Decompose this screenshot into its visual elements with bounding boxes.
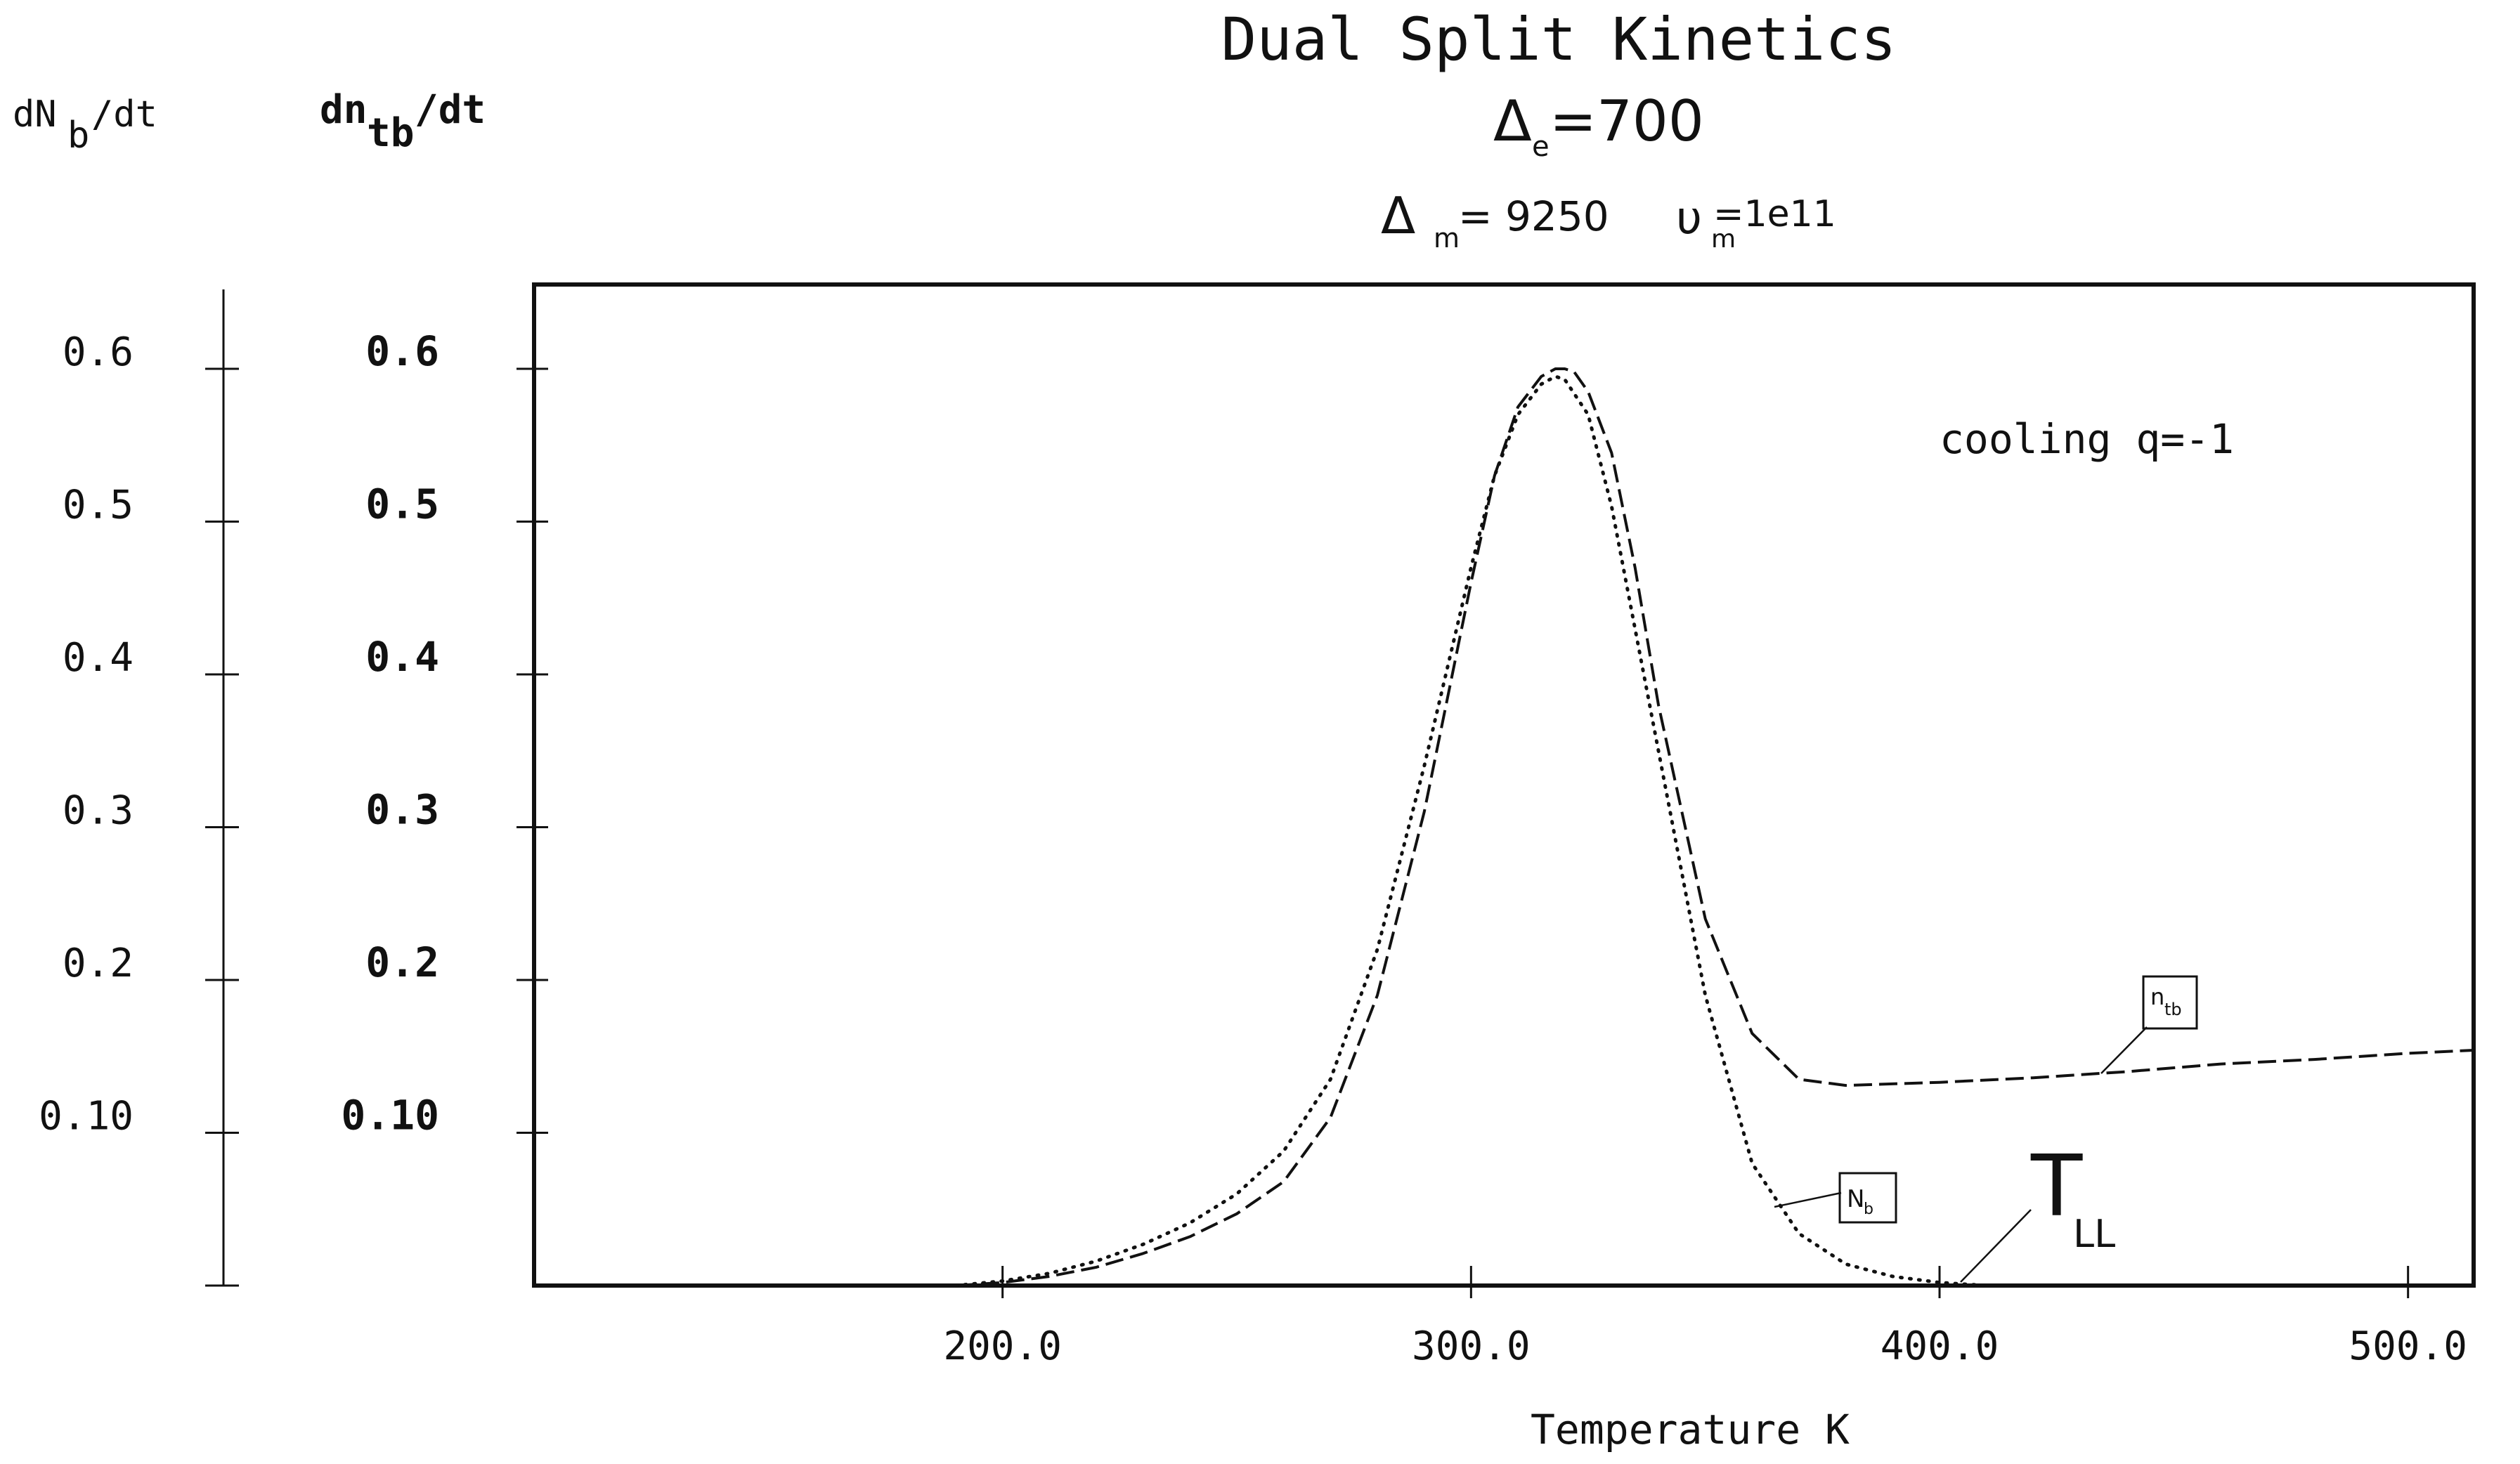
x-tick-label: 500.0 — [2349, 1324, 2467, 1369]
y-axis-2-label-main: dn — [320, 87, 367, 133]
plot-frame — [532, 282, 2476, 1288]
y-axis-2-tick-label: 0.4 — [365, 633, 439, 681]
series-line-nb — [954, 374, 1989, 1288]
tll-sub: LL — [2073, 1212, 2115, 1256]
series-layer — [954, 367, 2474, 1288]
series-label-ntb: n tb — [2100, 975, 2198, 1074]
series-label-nb-main: N — [1847, 1185, 1864, 1213]
x-axis-label: Temperature K — [1531, 1406, 1850, 1453]
series-line-ntb — [955, 367, 2474, 1287]
series-label-ntb-sub: tb — [2164, 1000, 2182, 1019]
series-label-nb: N b — [1774, 1172, 1897, 1224]
y-axis-1-tick-label: 0.4 — [63, 635, 134, 681]
nu-m-subscript: m — [1711, 225, 1736, 254]
y-axis-1-tick-label: 0.3 — [63, 788, 134, 834]
delta-m-value: = 9250 — [1458, 192, 1609, 240]
subtitle-delta-m: Δ m = 9250 — [1381, 186, 1609, 254]
nu-m-value: =1e11 — [1713, 193, 1836, 235]
x-tick-label: 200.0 — [943, 1324, 1062, 1369]
series-label-ntb-main: n — [2150, 983, 2164, 1010]
y-axis-1-tick-label: 0.10 — [39, 1094, 134, 1139]
y-axis-1-tick-label: 0.6 — [63, 329, 134, 375]
y-axis-2-tick-label: 0.10 — [341, 1092, 439, 1139]
y-axis-1-label-main: dN — [13, 93, 57, 136]
y-axis-2-label-tail: /dt — [415, 87, 486, 133]
series-label-nb-box — [1838, 1172, 1897, 1224]
y-axis-1-tick-label: 0.5 — [63, 483, 134, 528]
y-axis-1-tick-label: 0.2 — [63, 941, 134, 986]
y-axis-2-tick-label: 0.5 — [365, 481, 439, 528]
nu-m-symbol: υ — [1676, 192, 1702, 244]
tll-main: T — [2030, 1138, 2083, 1236]
delta-e-symbol: Δ — [1493, 89, 1532, 154]
delta-m-subscript: m — [1434, 223, 1460, 254]
series-label-ntb-leader — [2100, 1026, 2148, 1074]
subtitle-nu-m: υ m =1e11 — [1676, 192, 1836, 254]
series-label-ntb-box — [2142, 975, 2198, 1030]
delta-e-value: =700 — [1550, 89, 1704, 154]
series-label-nb-sub: b — [1864, 1201, 1873, 1218]
y-axis-1-label-sub: b — [67, 115, 89, 157]
y-axis-2-label-sub: tb — [367, 110, 414, 156]
delta-e-subscript: e — [1532, 131, 1550, 163]
delta-m-symbol: Δ — [1381, 186, 1415, 245]
tll-marker: T LL — [1960, 1138, 2115, 1283]
y-axis-1-label: dN b /dt — [13, 93, 157, 157]
cooling-annotation: cooling q=-1 — [1940, 415, 2234, 463]
x-ticks: 200.0 300.0 400.0 500.0 — [943, 1266, 2467, 1369]
y-axis-1-label-tail: /dt — [91, 93, 157, 136]
tll-leader — [1960, 1209, 2032, 1283]
subtitle-delta-e: Δ e =700 — [1493, 89, 1704, 163]
y-ticks: 0.6 0.6 0.5 0.5 0.4 0.4 0.3 0.3 0.2 0.2 0.10 0.10 — [39, 327, 548, 1287]
x-tick-label: 400.0 — [1881, 1324, 1999, 1369]
series-label-nb-leader — [1774, 1191, 1842, 1208]
chart-title: Dual Split Kinetics — [1221, 5, 1897, 74]
y-axis-2-tick-label: 0.2 — [365, 939, 439, 986]
y-axis-2-tick-label: 0.6 — [365, 327, 439, 375]
y-axis-2-tick-label: 0.3 — [365, 786, 439, 834]
x-tick-label: 300.0 — [1412, 1324, 1531, 1369]
y-axis-2-label: dn tb /dt — [320, 87, 486, 156]
